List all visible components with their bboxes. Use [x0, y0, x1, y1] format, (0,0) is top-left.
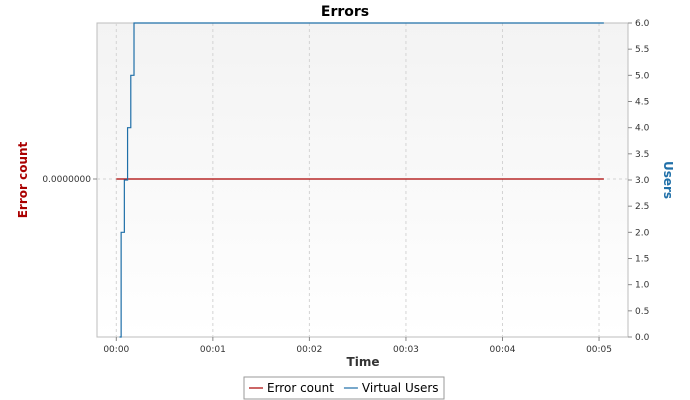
right-tick-label: 5.0: [635, 71, 650, 81]
right-tick-label: 3.5: [635, 150, 649, 160]
legend: Error count Virtual Users: [243, 376, 445, 400]
right-tick-label: 5.5: [635, 45, 649, 55]
right-tick-label: 6.0: [635, 19, 650, 29]
x-tick-label: 00:03: [393, 345, 419, 355]
series-lines: [116, 22, 604, 338]
right-tick-label: 3.0: [635, 176, 650, 186]
right-axis-ticks: 0.0 0.5 1.0 1.5 2.0 2.5 3.0 3.5 4.0 4.5 5.0 5.5 6.0: [628, 19, 650, 343]
legend-label: Virtual Users: [362, 381, 439, 395]
right-tick-label: 1.5: [635, 255, 649, 265]
left-tick-label: 0.0000000: [42, 175, 91, 185]
right-tick-label: 0.5: [635, 307, 649, 317]
right-tick-label: 4.5: [635, 98, 649, 108]
right-tick-label: 1.0: [635, 281, 650, 291]
x-tick-label: 00:04: [490, 345, 516, 355]
x-axis-title: Time: [347, 355, 380, 369]
x-tick-label: 00:05: [586, 345, 612, 355]
plot-area: [96, 22, 629, 338]
right-tick-label: 0.0: [635, 333, 650, 343]
right-tick-label: 2.0: [635, 228, 650, 238]
chart-title: Errors: [321, 4, 369, 20]
x-tick-label: 00:00: [103, 345, 129, 355]
right-tick-label: 2.5: [635, 202, 649, 212]
x-tick-label: 00:02: [296, 345, 322, 355]
x-tick-label: 00:01: [200, 345, 226, 355]
x-axis-ticks: 00:00 00:01 00:02 00:03 00:04 00:05: [103, 337, 612, 355]
legend-label: Error count: [267, 381, 334, 395]
left-axis-title: Error count: [16, 141, 30, 218]
series-line: [119, 22, 604, 338]
right-tick-label: 4.0: [635, 124, 650, 134]
right-axis-title: Users: [661, 161, 675, 199]
left-axis-ticks: 0.0000000: [42, 175, 97, 185]
